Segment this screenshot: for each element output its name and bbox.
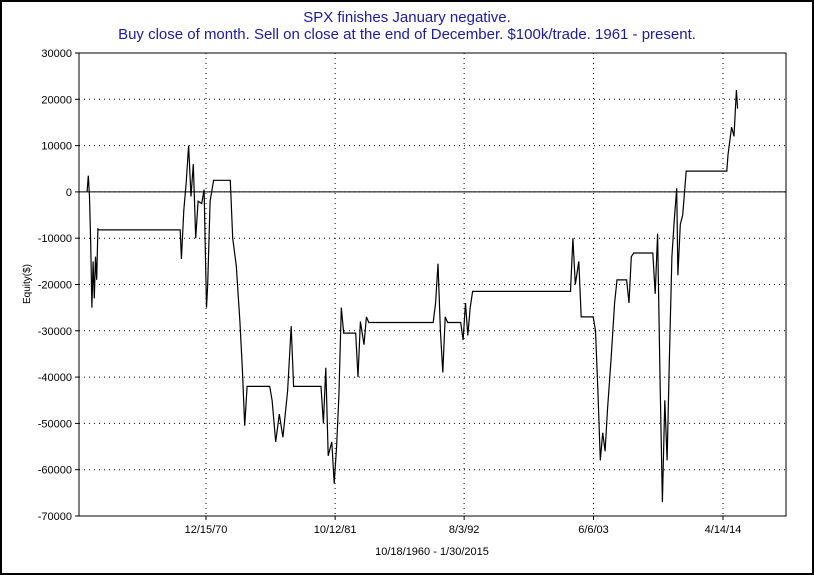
x-tick-label: 10/12/81 [314,524,357,536]
y-tick-label: -10000 [38,233,72,245]
equity-line [86,89,739,503]
x-tick-label: 8/3/92 [449,524,480,536]
y-tick-label: 0 [66,187,72,199]
y-tick-label: 10000 [41,141,72,153]
y-tick-label: 20000 [41,94,72,106]
x-tick-label: 6/6/03 [578,524,609,536]
grid-lines [79,53,786,516]
y-tick-label: -20000 [38,280,72,292]
y-tick-label: 30000 [41,48,72,60]
y-tick-label: -70000 [38,511,72,523]
chart-title: SPX finishes January negative. [303,9,511,26]
chart-subtitle: Buy close of month. Sell on close at the… [118,26,696,43]
y-tick-label: -50000 [38,418,72,430]
y-axis: 30000 20000 10000 0 -10000 -20000 -30000 -40000… [38,48,79,523]
x-axis-label: 10/18/1960 - 1/30/2015 [375,546,489,558]
x-tick-label: 12/15/70 [185,524,228,536]
x-axis: 12/15/70 10/12/81 8/3/92 6/6/03 4/14/14 [185,516,742,536]
y-tick-label: -60000 [38,465,72,477]
y-axis-label: Equity($) [22,264,33,304]
y-tick-label: -30000 [38,326,72,338]
y-tick-label: -40000 [38,372,72,384]
x-tick-label: 4/14/14 [705,524,742,536]
